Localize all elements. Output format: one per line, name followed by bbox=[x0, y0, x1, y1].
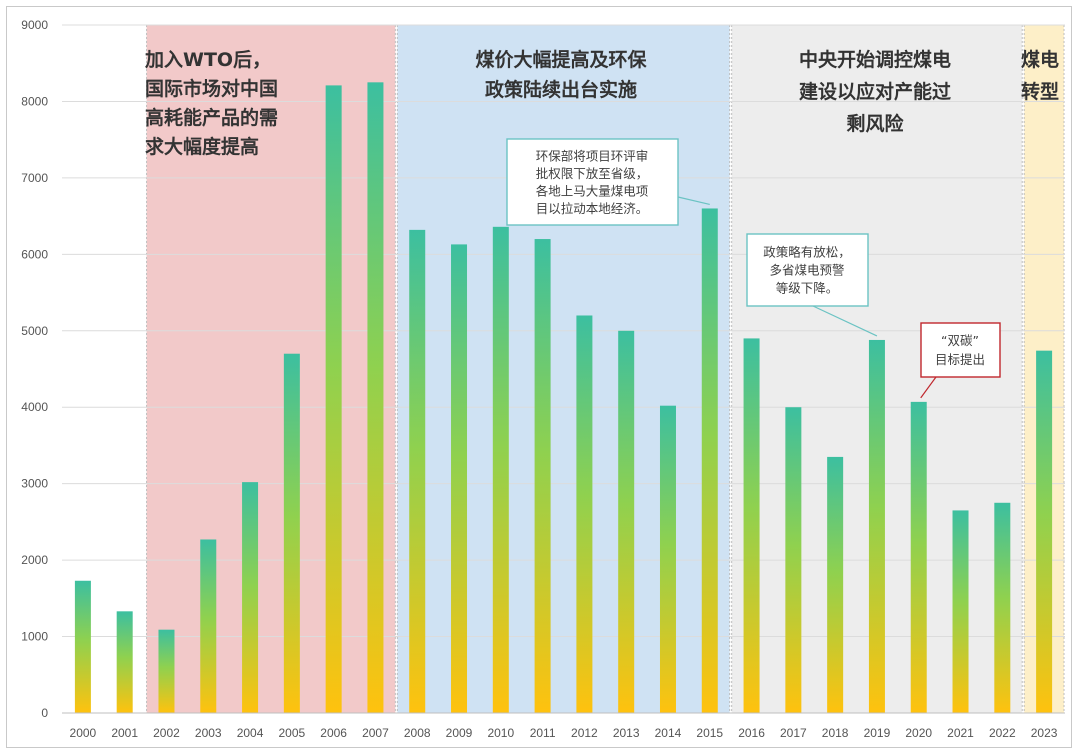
bar bbox=[868, 339, 885, 713]
gridlines bbox=[62, 24, 1065, 638]
bar bbox=[158, 629, 175, 713]
bar bbox=[827, 456, 844, 713]
callout-box bbox=[920, 322, 1001, 378]
y-tick-label: 3000 bbox=[21, 477, 48, 491]
callout-text-line: 目标提出 bbox=[935, 352, 985, 367]
x-tick-label: 2013 bbox=[613, 726, 640, 740]
axes: 0 1000 2000 3000 4000 5000 6000 7000 8000 9000 200… bbox=[21, 18, 1065, 740]
callout-box bbox=[746, 233, 869, 307]
y-tick-label: 6000 bbox=[21, 247, 48, 261]
band-title-line: 煤价大幅提高及环保 bbox=[475, 48, 647, 71]
bar bbox=[242, 482, 259, 713]
callout-text: 政策略有放松， 多省煤电预警等级下降。 bbox=[763, 245, 851, 296]
band-title: 煤价大幅提高及环保政策陆续出台实施 bbox=[475, 48, 647, 101]
bar bbox=[325, 85, 342, 713]
bar-chart: 加入WTO后， 国际市场对中国高耗能产品的需求大幅度提高 煤价大幅提高及环保政策陆续… bbox=[21, 18, 1065, 740]
bar bbox=[785, 407, 802, 713]
x-tick-label: 2020 bbox=[905, 726, 932, 740]
band-title-line: 煤电 bbox=[1021, 48, 1059, 71]
x-tick-label: 2003 bbox=[195, 726, 222, 740]
x-tick-label: 2004 bbox=[237, 726, 264, 740]
x-tick-label: 2012 bbox=[571, 726, 598, 740]
band-title-line: 建设以应对产能过 bbox=[799, 80, 951, 103]
x-tick-label: 2016 bbox=[738, 726, 765, 740]
bar bbox=[701, 208, 718, 713]
band-title: 加入WTO后， 国际市场对中国高耗能产品的需求大幅度提高 bbox=[144, 49, 278, 158]
x-tick-label: 2009 bbox=[446, 726, 473, 740]
callout-text-line: 等级下降。 bbox=[776, 281, 839, 296]
callout-text-line: 批权限下放至省级， bbox=[536, 166, 649, 181]
period-band bbox=[397, 25, 730, 713]
x-tick-label: 2014 bbox=[655, 726, 682, 740]
band-title: 煤电转型 bbox=[1021, 48, 1059, 103]
x-tick-label: 2007 bbox=[362, 726, 389, 740]
x-tick-label: 2006 bbox=[320, 726, 347, 740]
x-tick-label: 2011 bbox=[530, 726, 556, 740]
band-title: 中央开始调控煤电建设以应对产能过剩风险 bbox=[799, 48, 951, 135]
band-title-line: 政策陆续出台实施 bbox=[485, 78, 637, 101]
band-title-line: 高耗能产品的需 bbox=[145, 106, 278, 129]
bar bbox=[534, 239, 551, 714]
band-title-line: 剩风险 bbox=[846, 112, 904, 135]
callout-text: 环保部将项目环评审批权限下放至省级， 各地上马大量煤电项目以拉动本地经济。 bbox=[536, 148, 649, 216]
band-title-line: 加入WTO后， bbox=[144, 49, 271, 71]
callout-text: “双碳” 目标提出 bbox=[935, 333, 985, 367]
bar bbox=[200, 539, 217, 713]
callout-leader bbox=[920, 376, 937, 399]
y-tick-label: 5000 bbox=[21, 324, 48, 338]
bar bbox=[994, 502, 1011, 713]
bar bbox=[409, 229, 426, 714]
band-title-line: 中央开始调控煤电 bbox=[799, 48, 951, 71]
bars bbox=[74, 82, 1053, 714]
bar bbox=[1036, 350, 1053, 713]
bar bbox=[576, 315, 593, 713]
callout-text-line: 多省煤电预警 bbox=[769, 263, 844, 278]
callout-text-line: 目以拉动本地经济。 bbox=[536, 201, 649, 216]
y-tick-label: 1000 bbox=[21, 630, 48, 644]
chart-frame: 加入WTO后， 国际市场对中国高耗能产品的需求大幅度提高 煤价大幅提高及环保政策陆续… bbox=[6, 6, 1072, 748]
y-tick-label: 8000 bbox=[21, 94, 48, 108]
bar bbox=[367, 82, 384, 714]
bar bbox=[492, 226, 509, 713]
x-tick-label: 2022 bbox=[989, 726, 1016, 740]
x-tick-label: 2019 bbox=[864, 726, 891, 740]
callout-text-line: “双碳” bbox=[941, 333, 979, 348]
band-title-line: 求大幅度提高 bbox=[145, 135, 259, 158]
band-title-line: 国际市场对中国 bbox=[145, 77, 278, 100]
callout-box bbox=[506, 138, 679, 226]
callout-text-line: 环保部将项目环评审 bbox=[536, 148, 649, 163]
y-tick-label: 4000 bbox=[21, 400, 48, 414]
callout-leader bbox=[812, 305, 878, 337]
x-tick-label: 2005 bbox=[279, 726, 306, 740]
callout-text-line: 各地上马大量煤电项 bbox=[536, 183, 649, 198]
y-tick-label: 7000 bbox=[21, 171, 48, 185]
x-tick-label: 2015 bbox=[696, 726, 723, 740]
y-tick-label: 9000 bbox=[21, 18, 48, 32]
x-tick-label: 2010 bbox=[487, 726, 514, 740]
y-tick-label: 2000 bbox=[21, 553, 48, 567]
x-tick-label: 2017 bbox=[780, 726, 807, 740]
band-title-line: 转型 bbox=[1021, 80, 1059, 103]
bar bbox=[743, 338, 760, 713]
x-tick-label: 2001 bbox=[111, 726, 138, 740]
x-tick-label: 2023 bbox=[1031, 726, 1058, 740]
bar bbox=[659, 405, 676, 713]
x-tick-label: 2002 bbox=[153, 726, 180, 740]
bar bbox=[952, 510, 969, 713]
callout-leader bbox=[677, 196, 710, 206]
x-tick-label: 2008 bbox=[404, 726, 431, 740]
annotations: 环保部将项目环评审批权限下放至省级， 各地上马大量煤电项目以拉动本地经济。政策略有… bbox=[506, 138, 1001, 399]
x-tick-label: 2000 bbox=[70, 726, 97, 740]
bar bbox=[116, 611, 133, 713]
period-band bbox=[146, 25, 396, 713]
bar bbox=[74, 580, 91, 713]
bar bbox=[910, 401, 927, 713]
bar bbox=[283, 353, 300, 713]
x-tick-label: 2018 bbox=[822, 726, 849, 740]
bar bbox=[451, 244, 468, 713]
callout-text-line: 政策略有放松， bbox=[763, 245, 851, 260]
bar bbox=[618, 330, 635, 713]
x-tick-label: 2021 bbox=[947, 726, 974, 740]
y-tick-label: 0 bbox=[41, 706, 48, 720]
